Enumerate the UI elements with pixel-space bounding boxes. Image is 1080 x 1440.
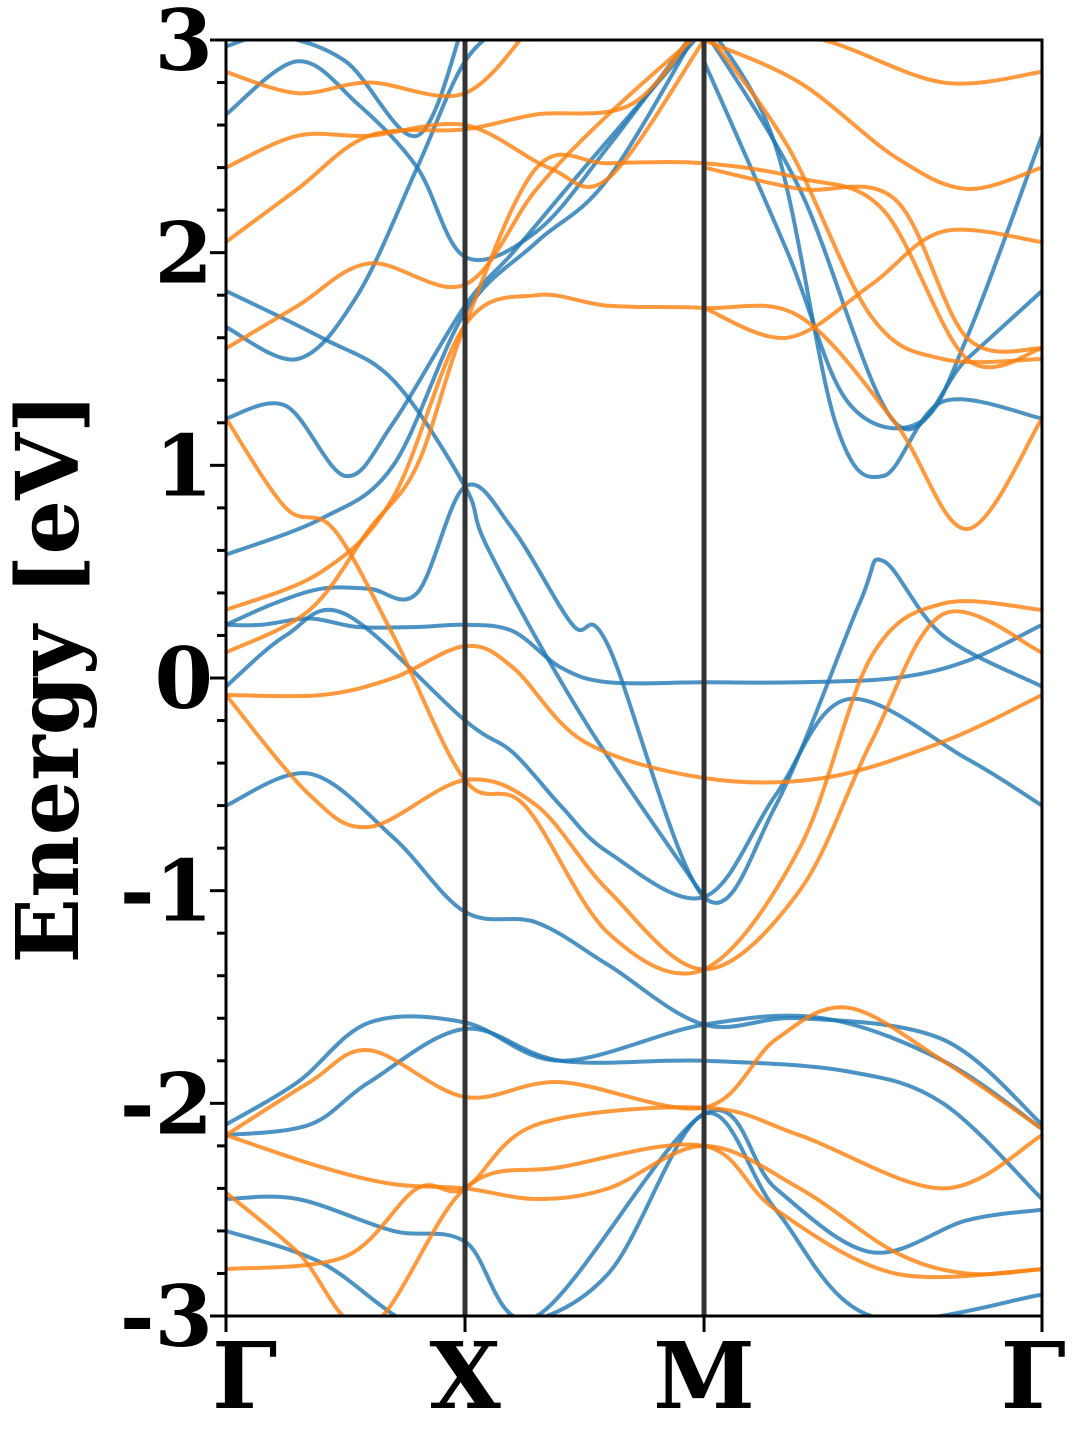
band-line-spin-up <box>226 40 691 263</box>
y-tick-label: 2 <box>155 204 213 303</box>
band-line-spin-down <box>703 165 1042 354</box>
band-line-spin-down <box>226 1105 1042 1272</box>
band-line-spin-up <box>226 607 1042 901</box>
band-line-spin-up <box>226 1013 1042 1131</box>
band-line-spin-down <box>226 609 1042 972</box>
band-line-spin-up <box>226 771 1042 1127</box>
band-line-spin-down <box>709 40 1042 365</box>
y-tick-label: 3 <box>155 0 213 90</box>
band-line-spin-down <box>703 40 1042 191</box>
band-line-spin-down <box>226 417 1042 976</box>
band-line-spin-down <box>226 643 1042 785</box>
band-line-spin-up <box>226 616 1042 686</box>
plot-frame <box>224 38 1044 1318</box>
band-line-spin-down <box>226 1005 1042 1137</box>
band-line-spin-up <box>226 40 698 479</box>
band-line-spin-up <box>708 40 1042 432</box>
band-line-spin-down <box>815 40 1042 86</box>
y-axis-label: Energy [eV] <box>0 393 99 964</box>
band-line-spin-down <box>226 1142 1042 1316</box>
y-tick-label: 1 <box>155 416 213 515</box>
x-tick-label-1: Γ <box>212 1322 277 1430</box>
y-tick-label: 0 <box>155 629 213 728</box>
band-lines <box>226 40 1042 1316</box>
band-line-spin-up <box>226 40 461 138</box>
band-line-spin-down <box>226 40 706 189</box>
y-tick-label: -1 <box>120 842 213 941</box>
band-line-spin-up <box>702 60 1042 431</box>
band-line-spin-down <box>703 227 1042 340</box>
y-tick-label: -3 <box>120 1267 213 1366</box>
band-line-spin-down <box>226 152 1042 655</box>
band-line-spin-down <box>226 40 695 351</box>
band-line-spin-up <box>226 1026 1042 1201</box>
x-tick-label-3: M <box>653 1322 755 1430</box>
band-line-spin-up <box>226 1110 1042 1316</box>
y-tick-label: -2 <box>120 1054 213 1153</box>
k-point-lines <box>462 40 707 1316</box>
band-line-spin-up <box>716 40 1042 480</box>
band-line-spin-down <box>226 40 523 99</box>
band-line-spin-down <box>226 1133 1042 1277</box>
band-line-spin-up <box>226 1108 1042 1316</box>
band-line-spin-up <box>226 289 706 899</box>
y-axis-ticks: 3 2 1 0 -1 -2 -3 <box>120 0 226 1366</box>
x-tick-label-4: Γ <box>1001 1322 1066 1430</box>
x-tick-label-2: X <box>429 1322 501 1430</box>
